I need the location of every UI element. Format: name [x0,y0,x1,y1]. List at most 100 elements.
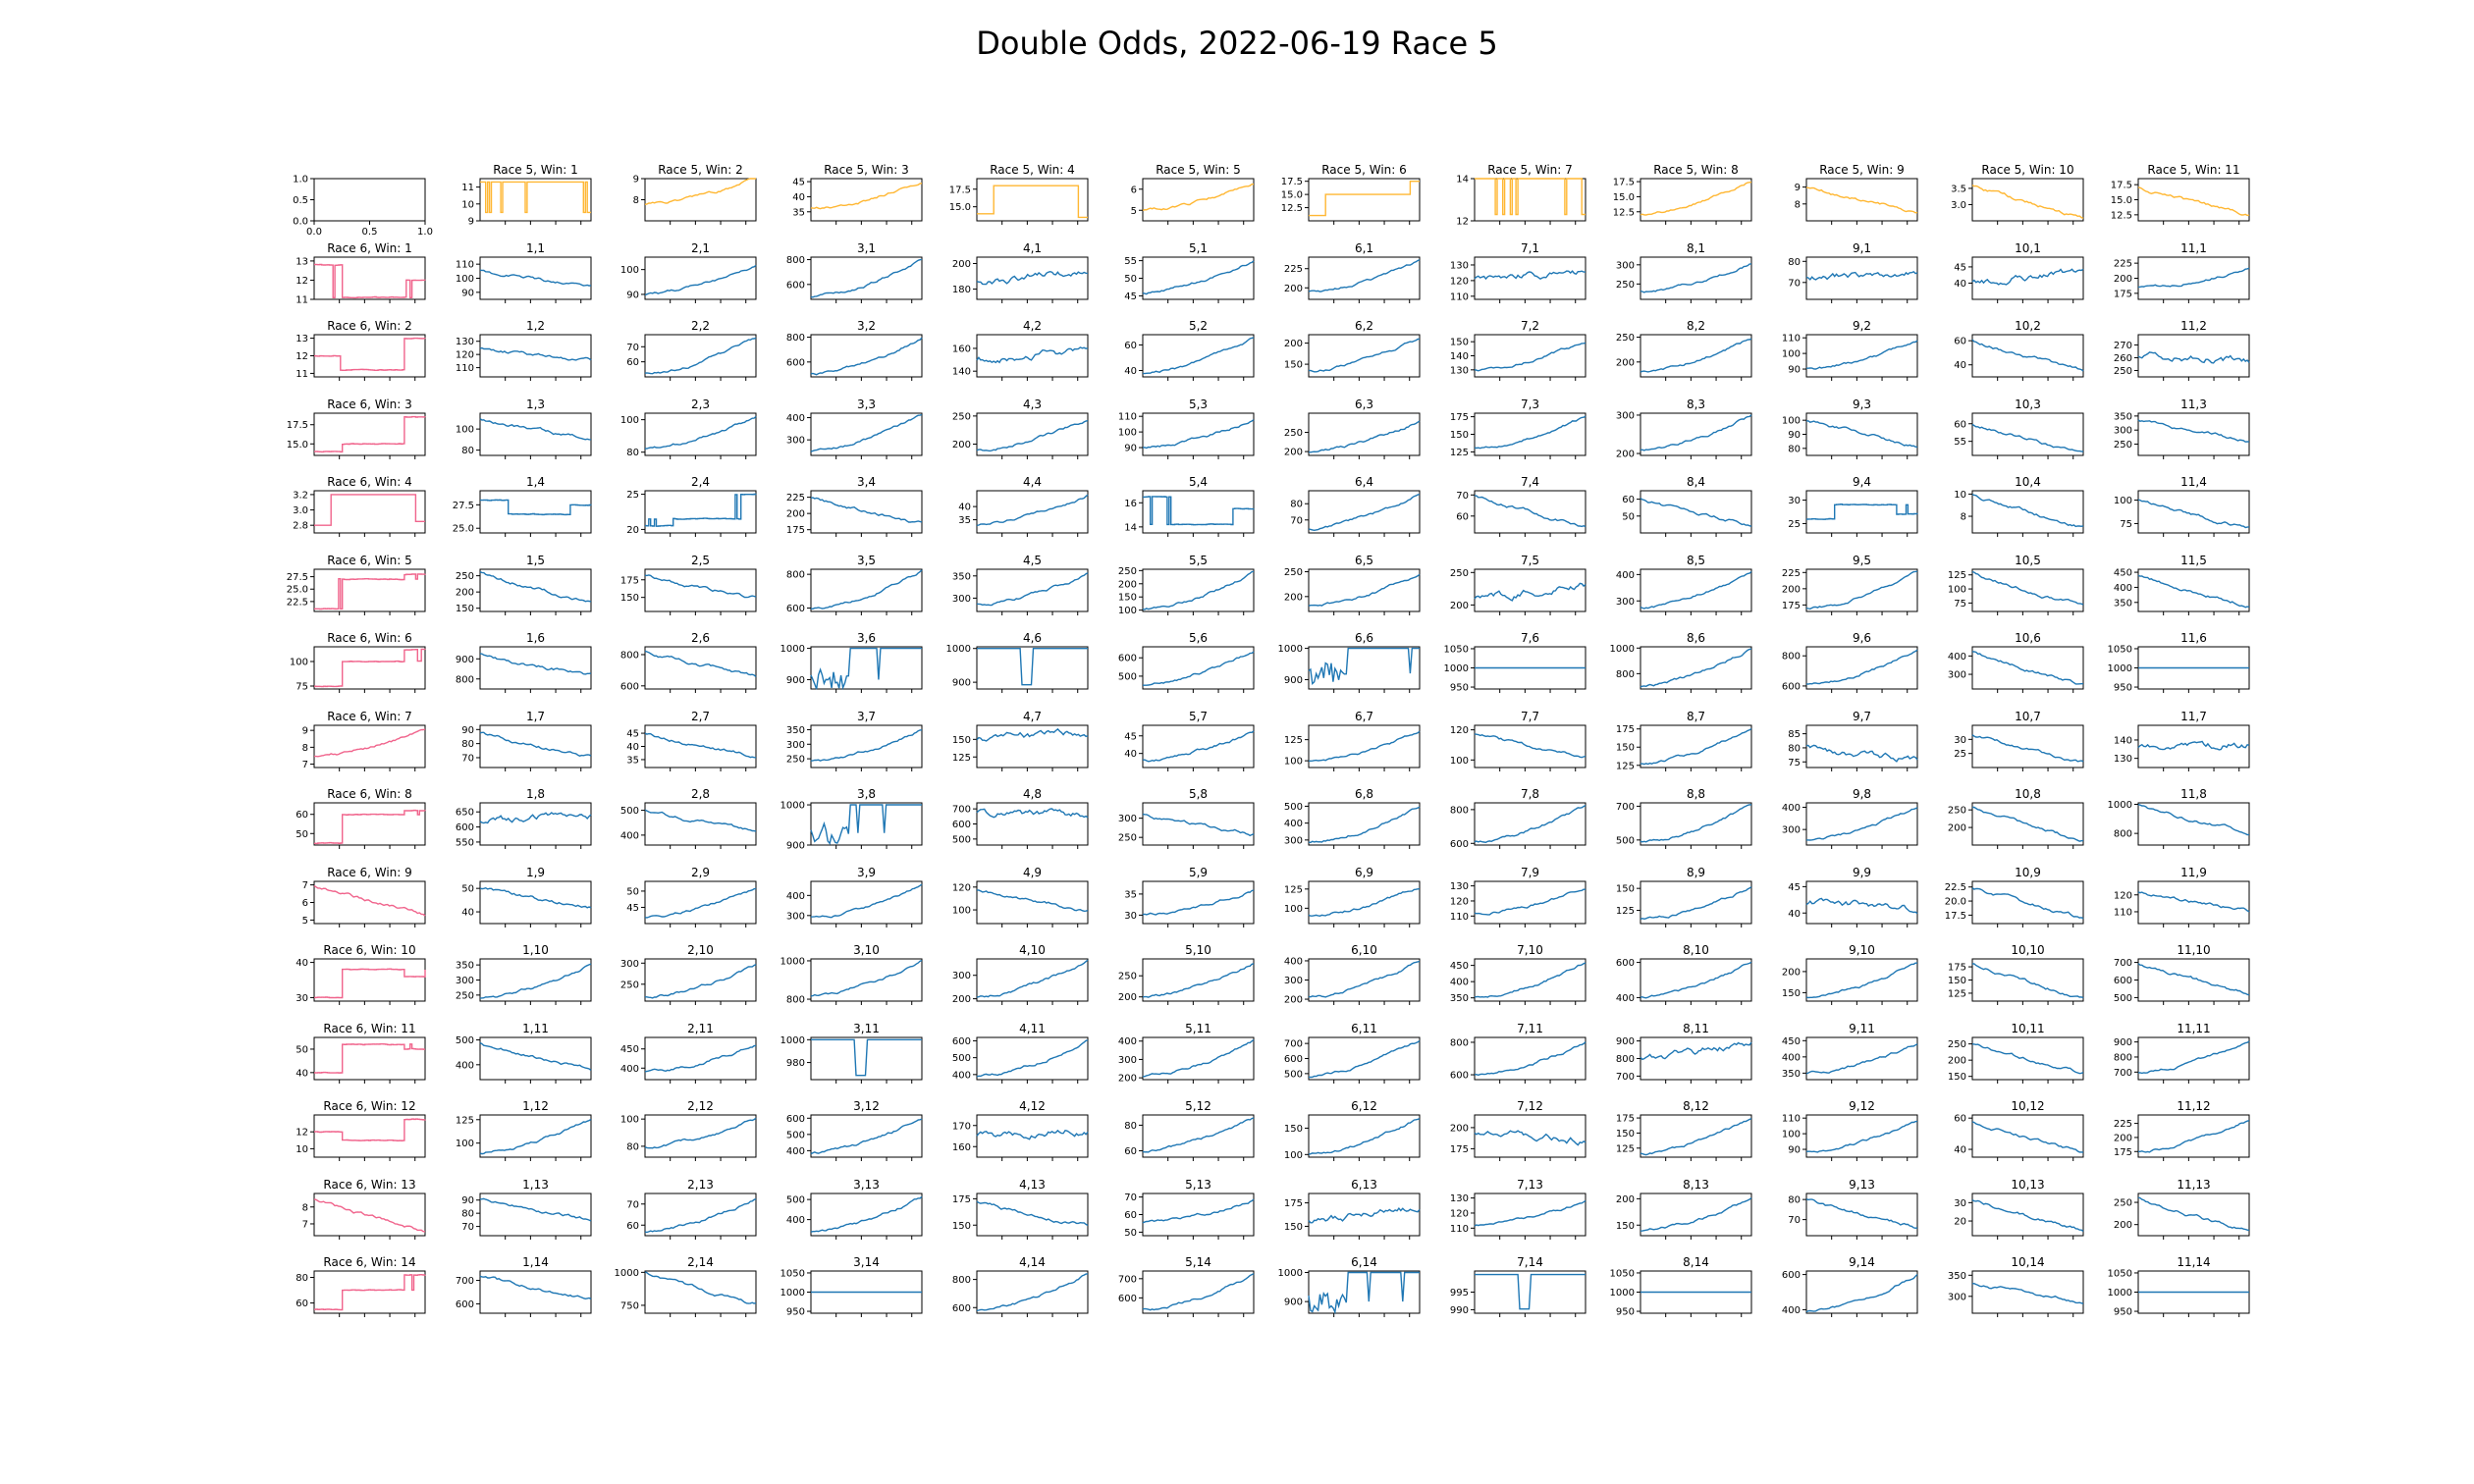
double-odds-plot-11-7: 11,7 130 140 [2114,710,2250,771]
axes-frame [1474,1036,1587,1081]
axes-frame [810,724,923,768]
subplot-title: 5,13 [1185,1178,1211,1192]
y-tick-label: 50 [461,884,474,895]
y-tick-label: 200 [1284,448,1303,458]
series-line [479,653,592,675]
y-tick-label: 200 [1450,1123,1469,1134]
y-tick-label: 800 [2114,1052,2132,1063]
series-line [479,1275,592,1300]
double-odds-plot-2-9: 2,9 45 50 [626,866,757,928]
y-tick-label: 90 [461,1195,474,1206]
series-line [314,809,426,845]
y-tick-label: 600 [1782,1270,1801,1281]
axes-frame [1474,958,1587,1002]
y-tick-label: 250 [1284,428,1303,439]
axes-frame [1142,1192,1255,1237]
axes-frame [1142,490,1255,534]
y-tick-label: 1050 [780,1268,805,1279]
double-odds-plot-9-12: 9,12 90 100 110 [1782,1099,1918,1161]
series-line [1806,504,1918,520]
axes-frame [1805,568,1918,612]
y-tick-label: 600 [620,681,639,692]
y-tick-label: 900 [786,841,805,852]
y-tick-label: 80 [1788,257,1801,268]
y-tick-label: 15.0 [287,440,308,450]
double-odds-plot-4-12: 4,12 160 170 [952,1099,1089,1161]
y-tick-label: 950 [1616,1307,1635,1318]
y-tick-label: 30 [1788,496,1801,506]
series-line [977,185,1088,219]
subplot-title: 1,3 [526,398,545,411]
y-tick-label: 250 [1616,280,1635,291]
subplot-title: Race 5, Win: 11 [2147,163,2239,177]
series-line [644,264,757,296]
y-tick-label: 70 [1788,278,1801,289]
y-tick-label: 300 [1948,1292,1966,1302]
y-tick-label: 700 [1118,1274,1137,1285]
double-odds-plot-3-10: 3,10 800 1000 [780,943,923,1006]
subplot-title: 7,9 [1521,866,1539,879]
y-tick-label: 200 [952,440,971,450]
double-odds-plot-1-9: 1,9 40 50 [461,866,592,928]
subplot-title: 4,2 [1023,319,1042,333]
y-tick-label: 3.2 [293,490,308,501]
double-odds-plot-10-13: 10,13 20 30 [1954,1178,2084,1240]
series-line [314,968,426,999]
series-line [1640,1196,1752,1232]
y-tick-label: 200 [1782,967,1801,978]
subplot-title: 2,1 [691,241,710,255]
subplot-title: Race 6, Win: 9 [327,866,412,879]
series-line [1474,270,1586,281]
series-line [2137,1040,2250,1075]
y-tick-label: 125 [1616,906,1635,917]
double-odds-plot-7-9: 7,9 110 120 130 [1450,866,1587,928]
y-tick-label: 175 [1616,724,1635,735]
axes-frame [1142,958,1255,1002]
subplot-title: 8,13 [1683,1178,1709,1192]
y-tick-label: 180 [952,285,971,295]
y-tick-label: 600 [952,1036,971,1047]
series-line [1805,744,1918,763]
series-line [2137,740,2250,751]
double-odds-plot-6-13: 6,13 150 175 [1284,1178,1421,1240]
y-tick-label: 175 [786,525,805,536]
race5-win-plot-10: Race 5, Win: 10 3.0 3.5 [1951,163,2084,225]
y-tick-label: 80 [1290,500,1303,510]
subplot-title: 7,5 [1521,554,1539,567]
y-tick-label: 600 [786,280,805,291]
y-tick-label: 8 [302,743,308,754]
subplot-title: 4,7 [1023,710,1042,723]
subplot-title: 3,3 [857,398,876,411]
y-tick-label: 60 [626,357,639,368]
y-tick-label: 900 [952,678,971,689]
axes-frame [1308,490,1421,534]
double-odds-plot-11-6: 11,6 950 1000 1050 [2108,631,2250,694]
double-odds-plot-11-1: 11,1 175 200 225 [2114,241,2250,303]
y-tick-label: 45 [626,729,639,740]
y-tick-label: 250 [1616,333,1635,344]
series-line [1640,1041,1752,1061]
series-line [1143,651,1255,686]
series-line [1142,730,1255,763]
series-line [1474,1199,1587,1227]
y-tick-label: 40 [626,742,639,753]
y-tick-label: 125 [1450,448,1469,458]
axes-frame [1308,1192,1421,1237]
series-line [1474,415,1587,450]
y-tick-label: 260 [2114,353,2132,364]
y-tick-label: 500 [952,1053,971,1064]
double-odds-plot-10-10: 10,10 125 150 175 [1948,943,2084,1005]
axes-frame [313,1270,426,1314]
series-line [1805,649,1918,685]
y-tick-label: 17.5 [1613,178,1635,188]
double-odds-plot-2-7: 2,7 35 40 45 [626,710,757,771]
y-tick-label: 12.5 [2111,210,2132,221]
y-tick-label: 75 [296,682,308,693]
y-tick-label: 980 [786,1058,805,1069]
y-tick-label: 250 [1284,567,1303,578]
y-tick-label: 100 [1118,606,1137,616]
subplot-title: 3,12 [853,1099,880,1113]
double-odds-plot-11-2: 11,2 250 260 270 [2114,319,2250,381]
axes-frame [810,958,923,1002]
double-odds-plot-3-7: 3,7 250 300 350 [786,710,923,771]
